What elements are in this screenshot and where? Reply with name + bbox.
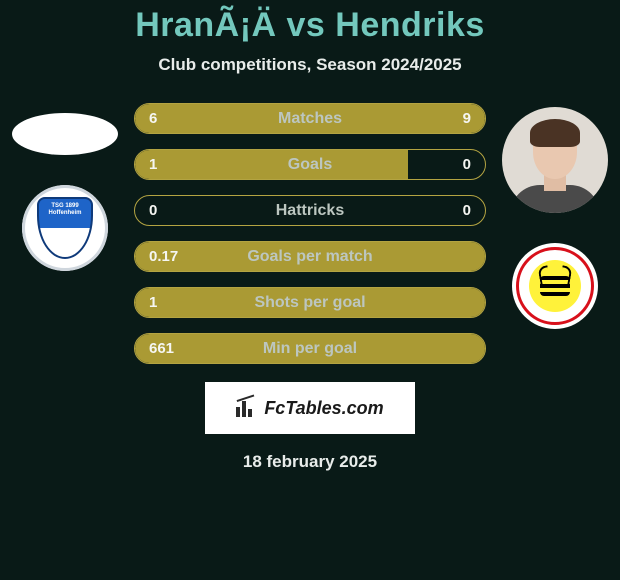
stat-row: 0.17Goals per match [134, 241, 486, 272]
stat-value-left: 6 [135, 110, 205, 127]
footer-date: 18 february 2025 [243, 452, 377, 472]
stat-value-left: 1 [135, 294, 205, 311]
stat-label: Goals per match [205, 248, 415, 266]
stat-label: Min per goal [205, 340, 415, 358]
stat-value-left: 0 [135, 202, 205, 219]
fctables-logo-icon [236, 397, 258, 419]
stat-label: Matches [205, 110, 415, 128]
hoffenheim-shield-icon: TSG 1899 Hoffenheim [37, 197, 93, 259]
stat-value-right: 0 [415, 156, 485, 173]
stats-column: 6Matches91Goals00Hattricks00.17Goals per… [130, 103, 490, 364]
stat-row: 661Min per goal [134, 333, 486, 364]
player-right-avatar [502, 107, 608, 213]
page-title: HranÃ¡Ä vs Hendriks [135, 6, 485, 45]
left-column: TSG 1899 Hoffenheim [0, 103, 130, 271]
stat-label: Goals [205, 156, 415, 174]
stat-value-left: 1 [135, 156, 205, 173]
stat-row: 6Matches9 [134, 103, 486, 134]
stat-value-left: 661 [135, 340, 205, 357]
brand-box: FcTables.com [205, 382, 415, 434]
player-left-avatar [12, 113, 118, 155]
stat-label: Shots per goal [205, 294, 415, 312]
page-subtitle: Club competitions, Season 2024/2025 [158, 55, 461, 75]
right-column [490, 103, 620, 329]
content-root: HranÃ¡Ä vs Hendriks Club competitions, S… [0, 0, 620, 580]
stat-row: 0Hattricks0 [134, 195, 486, 226]
brand-text: FcTables.com [264, 398, 383, 419]
stat-value-left: 0.17 [135, 248, 205, 265]
club-badge-stuttgart [512, 243, 598, 329]
stat-value-right: 0 [415, 202, 485, 219]
stat-label: Hattricks [205, 202, 415, 220]
main-row: TSG 1899 Hoffenheim 6Matches91Goals00Hat… [0, 103, 620, 364]
stat-row: 1Shots per goal [134, 287, 486, 318]
stat-value-right: 9 [415, 110, 485, 127]
club-badge-hoffenheim: TSG 1899 Hoffenheim [22, 185, 108, 271]
stat-row: 1Goals0 [134, 149, 486, 180]
